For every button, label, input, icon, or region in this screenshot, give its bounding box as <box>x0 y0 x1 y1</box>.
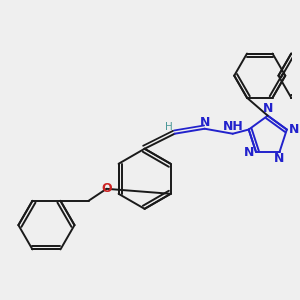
Text: N: N <box>262 102 273 115</box>
Text: N: N <box>200 116 210 129</box>
Text: NH: NH <box>223 120 244 133</box>
Text: N: N <box>274 152 285 165</box>
Text: O: O <box>101 182 112 195</box>
Text: N: N <box>289 123 299 136</box>
Text: H: H <box>165 122 172 132</box>
Text: N: N <box>244 146 254 159</box>
